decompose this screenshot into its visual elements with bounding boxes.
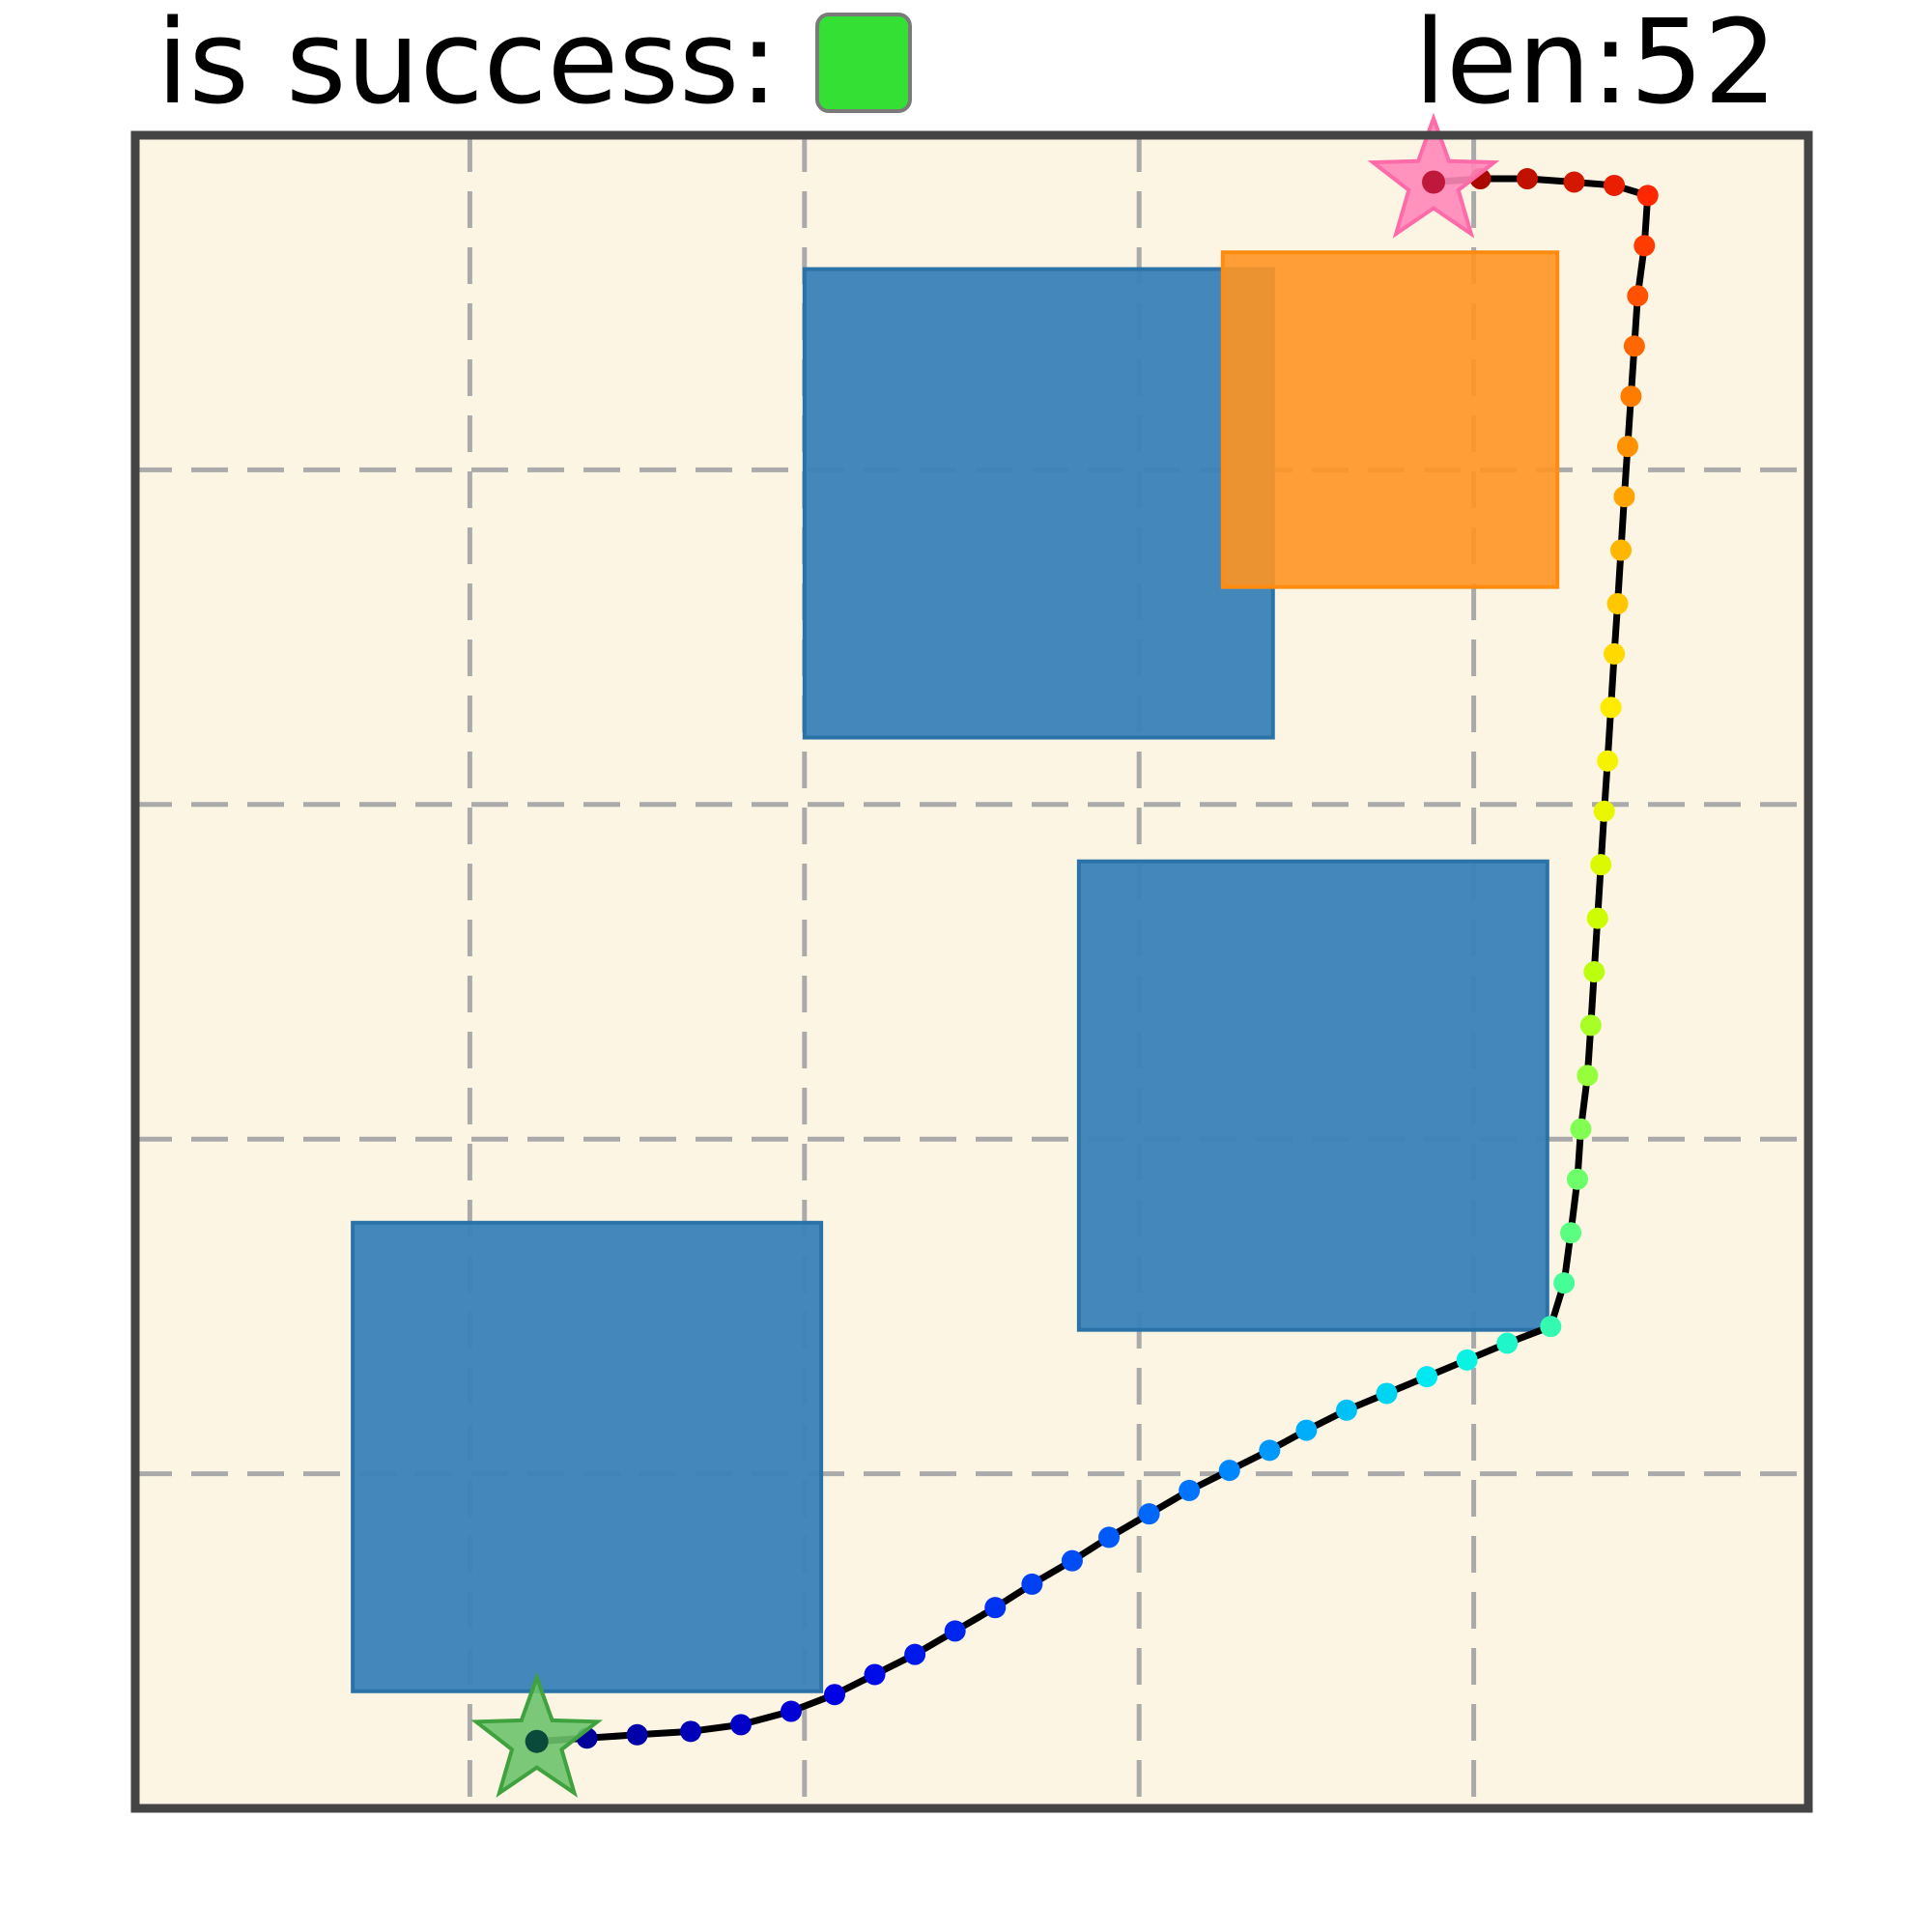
length-label: len:52 <box>1413 0 1777 130</box>
trajectory-point <box>1218 1460 1240 1482</box>
trajectory-point <box>1098 1526 1121 1548</box>
trajectory-point <box>944 1620 966 1642</box>
plot-frame <box>130 130 1813 1813</box>
trajectory-point <box>1583 961 1605 982</box>
trajectory-point <box>984 1597 1007 1619</box>
trajectory-point <box>1416 1366 1438 1388</box>
trajectory-point <box>1563 171 1585 193</box>
trajectory-point <box>1560 1222 1582 1244</box>
trajectory-point <box>1613 486 1635 508</box>
success-indicator: is success: <box>156 0 912 130</box>
obstacle-bottom-left <box>351 1220 824 1693</box>
obstacles <box>351 267 1549 1693</box>
trajectory-point <box>1586 907 1608 929</box>
trajectory-point <box>1616 436 1638 458</box>
trajectory-point <box>1061 1549 1083 1572</box>
trajectory-point <box>1496 1332 1519 1354</box>
start-point <box>525 1729 549 1753</box>
trajectory-point <box>1627 285 1649 307</box>
trajectory-point <box>1623 335 1645 357</box>
trajectory-point <box>1540 1316 1562 1338</box>
trajectory-point <box>1021 1573 1043 1595</box>
trajectory-point <box>1593 800 1615 822</box>
trajectory-line <box>536 175 1652 1746</box>
trajectory-point <box>1570 1118 1592 1140</box>
trajectory-point <box>1577 1065 1599 1087</box>
trajectory-point <box>1636 185 1659 207</box>
trajectory-point <box>864 1663 886 1686</box>
success-status-box <box>814 13 912 113</box>
trajectory-point <box>1604 174 1626 196</box>
trajectory-point <box>1376 1382 1398 1405</box>
trajectory-point <box>1566 1168 1588 1190</box>
trajectory-point <box>1517 168 1539 190</box>
trajectory-point <box>1590 854 1612 876</box>
trajectory-point <box>1620 385 1642 408</box>
trajectory-point <box>729 1714 752 1736</box>
obstacle-top <box>802 267 1275 740</box>
trajectory-point <box>1138 1503 1160 1525</box>
endpoint-markers <box>470 112 1500 1798</box>
trajectory-point <box>1604 642 1626 665</box>
plot-border <box>130 130 1813 1813</box>
trajectory-point <box>1295 1419 1318 1441</box>
trajectory-point <box>1335 1399 1357 1421</box>
success-label: is success: <box>156 0 779 130</box>
trajectory-point <box>1606 592 1629 614</box>
trajectory-point <box>1597 750 1619 772</box>
trajectory-point <box>1179 1479 1201 1501</box>
trajectory-point <box>823 1684 845 1706</box>
trajectory-point <box>780 1700 802 1722</box>
trajectory-point <box>1456 1349 1478 1371</box>
trajectory-point <box>1579 1014 1602 1037</box>
trajectory-point <box>680 1720 702 1743</box>
end-point <box>1422 170 1446 194</box>
trajectory-point <box>626 1723 648 1746</box>
obstacle-right <box>1076 859 1549 1332</box>
trajectory-point <box>1610 539 1633 561</box>
trajectory-point <box>904 1643 926 1665</box>
trajectory-point <box>1634 235 1656 257</box>
trajectory-point <box>1600 696 1622 719</box>
goal-region <box>1220 250 1560 589</box>
trajectory-point <box>1553 1272 1576 1294</box>
trajectory-points <box>526 168 1659 1752</box>
trajectory-point <box>1259 1439 1281 1462</box>
